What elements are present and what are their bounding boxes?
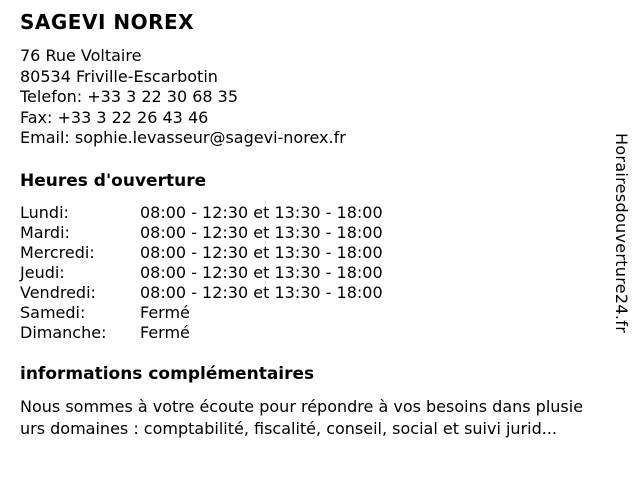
day-label: Lundi: — [20, 202, 69, 222]
phone-line: Telefon: +33 3 22 30 68 35 — [20, 87, 239, 106]
contact-block: 76 Rue Voltaire 80534 Friville-Escarboti… — [20, 46, 600, 149]
opening-hours-table: Lundi: 08:00 - 12:30 et 13:30 - 18:00 Ma… — [20, 203, 600, 343]
table-row: Lundi: 08:00 - 12:30 et 13:30 - 18:00 — [20, 203, 600, 223]
fax-line: Fax: +33 3 22 26 43 46 — [20, 107, 209, 127]
day-hours: 08:00 - 12:30 et 13:30 - 18:00 — [140, 262, 383, 282]
day-hours: Fermé — [140, 322, 190, 342]
day-label: Samedi: — [20, 302, 86, 322]
table-row: Mardi: 08:00 - 12:30 et 13:30 - 18:00 — [20, 223, 600, 243]
company-title: SAGEVI NOREX — [20, 10, 195, 34]
day-hours: Fermé — [140, 302, 190, 322]
address-line-city: 80534 Friville-Escarbotin — [20, 66, 218, 86]
site-watermark-vertical: Horairesdouverture24.fr — [612, 133, 631, 334]
business-info-page: SAGEVI NOREX 76 Rue Voltaire 80534 Frivi… — [20, 0, 600, 441]
additional-info-text: Nous sommes à votre écoute pour répondre… — [20, 396, 584, 439]
additional-info-heading: informations complémentaires — [20, 363, 315, 384]
table-row: Jeudi: 08:00 - 12:30 et 13:30 - 18:00 — [20, 263, 600, 283]
day-label: Dimanche: — [20, 322, 107, 342]
day-hours: 08:00 - 12:30 et 13:30 - 18:00 — [140, 202, 383, 222]
opening-hours-heading: Heures d'ouverture — [20, 170, 207, 191]
table-row: Mercredi: 08:00 - 12:30 et 13:30 - 18:00 — [20, 243, 600, 263]
email-line: Email: sophie.levasseur@sagevi-norex.fr — [20, 128, 346, 147]
day-label: Jeudi: — [20, 262, 65, 282]
day-hours: 08:00 - 12:30 et 13:30 - 18:00 — [140, 282, 383, 302]
address-line-street: 76 Rue Voltaire — [20, 46, 142, 65]
day-label: Vendredi: — [20, 282, 96, 302]
table-row: Dimanche: Fermé — [20, 323, 600, 343]
day-label: Mercredi: — [20, 242, 95, 262]
day-hours: 08:00 - 12:30 et 13:30 - 18:00 — [140, 222, 383, 242]
day-label: Mardi: — [20, 222, 70, 242]
day-hours: 08:00 - 12:30 et 13:30 - 18:00 — [140, 242, 383, 262]
table-row: Samedi: Fermé — [20, 303, 600, 323]
table-row: Vendredi: 08:00 - 12:30 et 13:30 - 18:00 — [20, 283, 600, 303]
